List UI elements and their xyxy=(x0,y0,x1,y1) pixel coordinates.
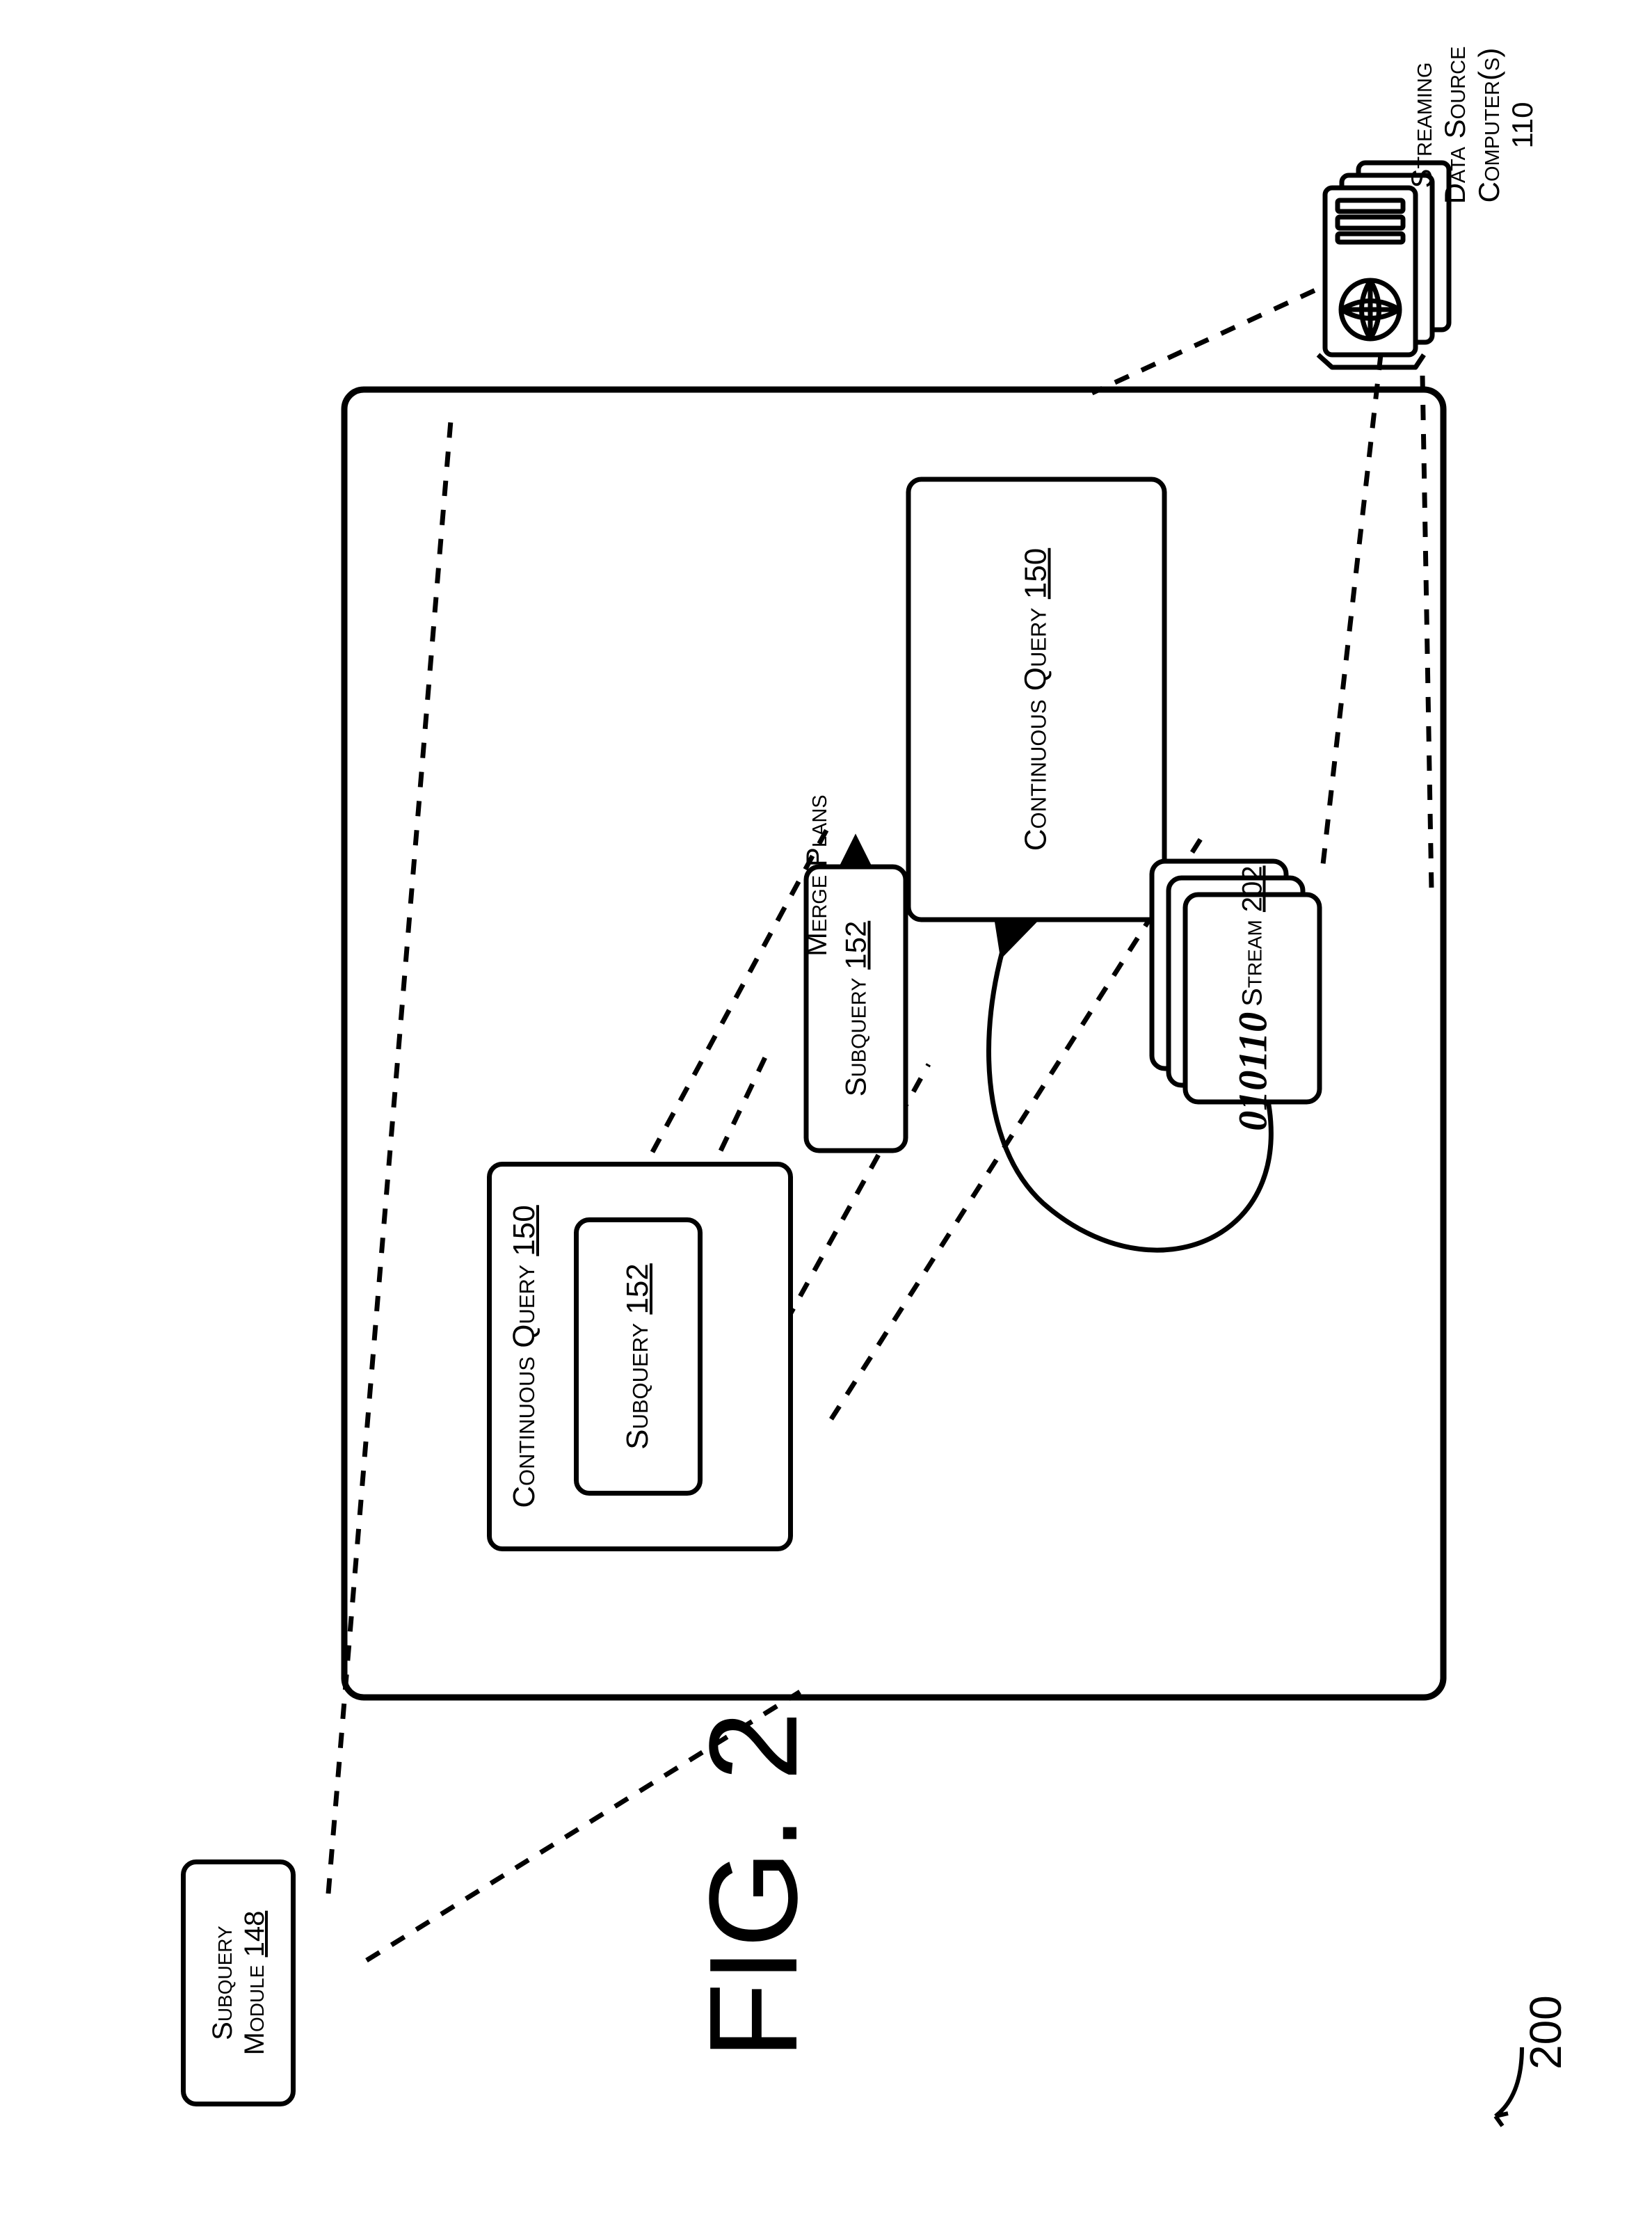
cq-inner-subquery: Subquery 152 xyxy=(574,1217,703,1496)
streaming-source-label: Streaming Data Source Computer(s) 110 xyxy=(1405,3,1530,247)
continuous-query-right: Continuous Query 150 xyxy=(906,477,1167,922)
merge-plans-label: Merge Plans xyxy=(800,748,835,957)
diagram-stage: Subquery Module 148 Streaming Data Sourc… xyxy=(0,0,1652,2240)
subquery-module-label: Subquery Module 148 xyxy=(207,1911,271,2056)
figure-label: FIG. 2 xyxy=(682,1670,821,2059)
ref-200: 200 xyxy=(1520,1972,1569,2070)
stream-glyph: 010110 xyxy=(1229,1012,1276,1131)
subquery-module-box: Subquery Module 148 xyxy=(181,1859,296,2106)
stream-card-stack: 010110 Stream 202 xyxy=(1183,893,1322,1105)
continuous-query-outer: Continuous Query 150 Subquery 152 xyxy=(487,1162,793,1551)
ref-200-hook xyxy=(1495,2047,1522,2126)
cq-outer-title: Continuous Query 150 xyxy=(507,1205,543,1507)
